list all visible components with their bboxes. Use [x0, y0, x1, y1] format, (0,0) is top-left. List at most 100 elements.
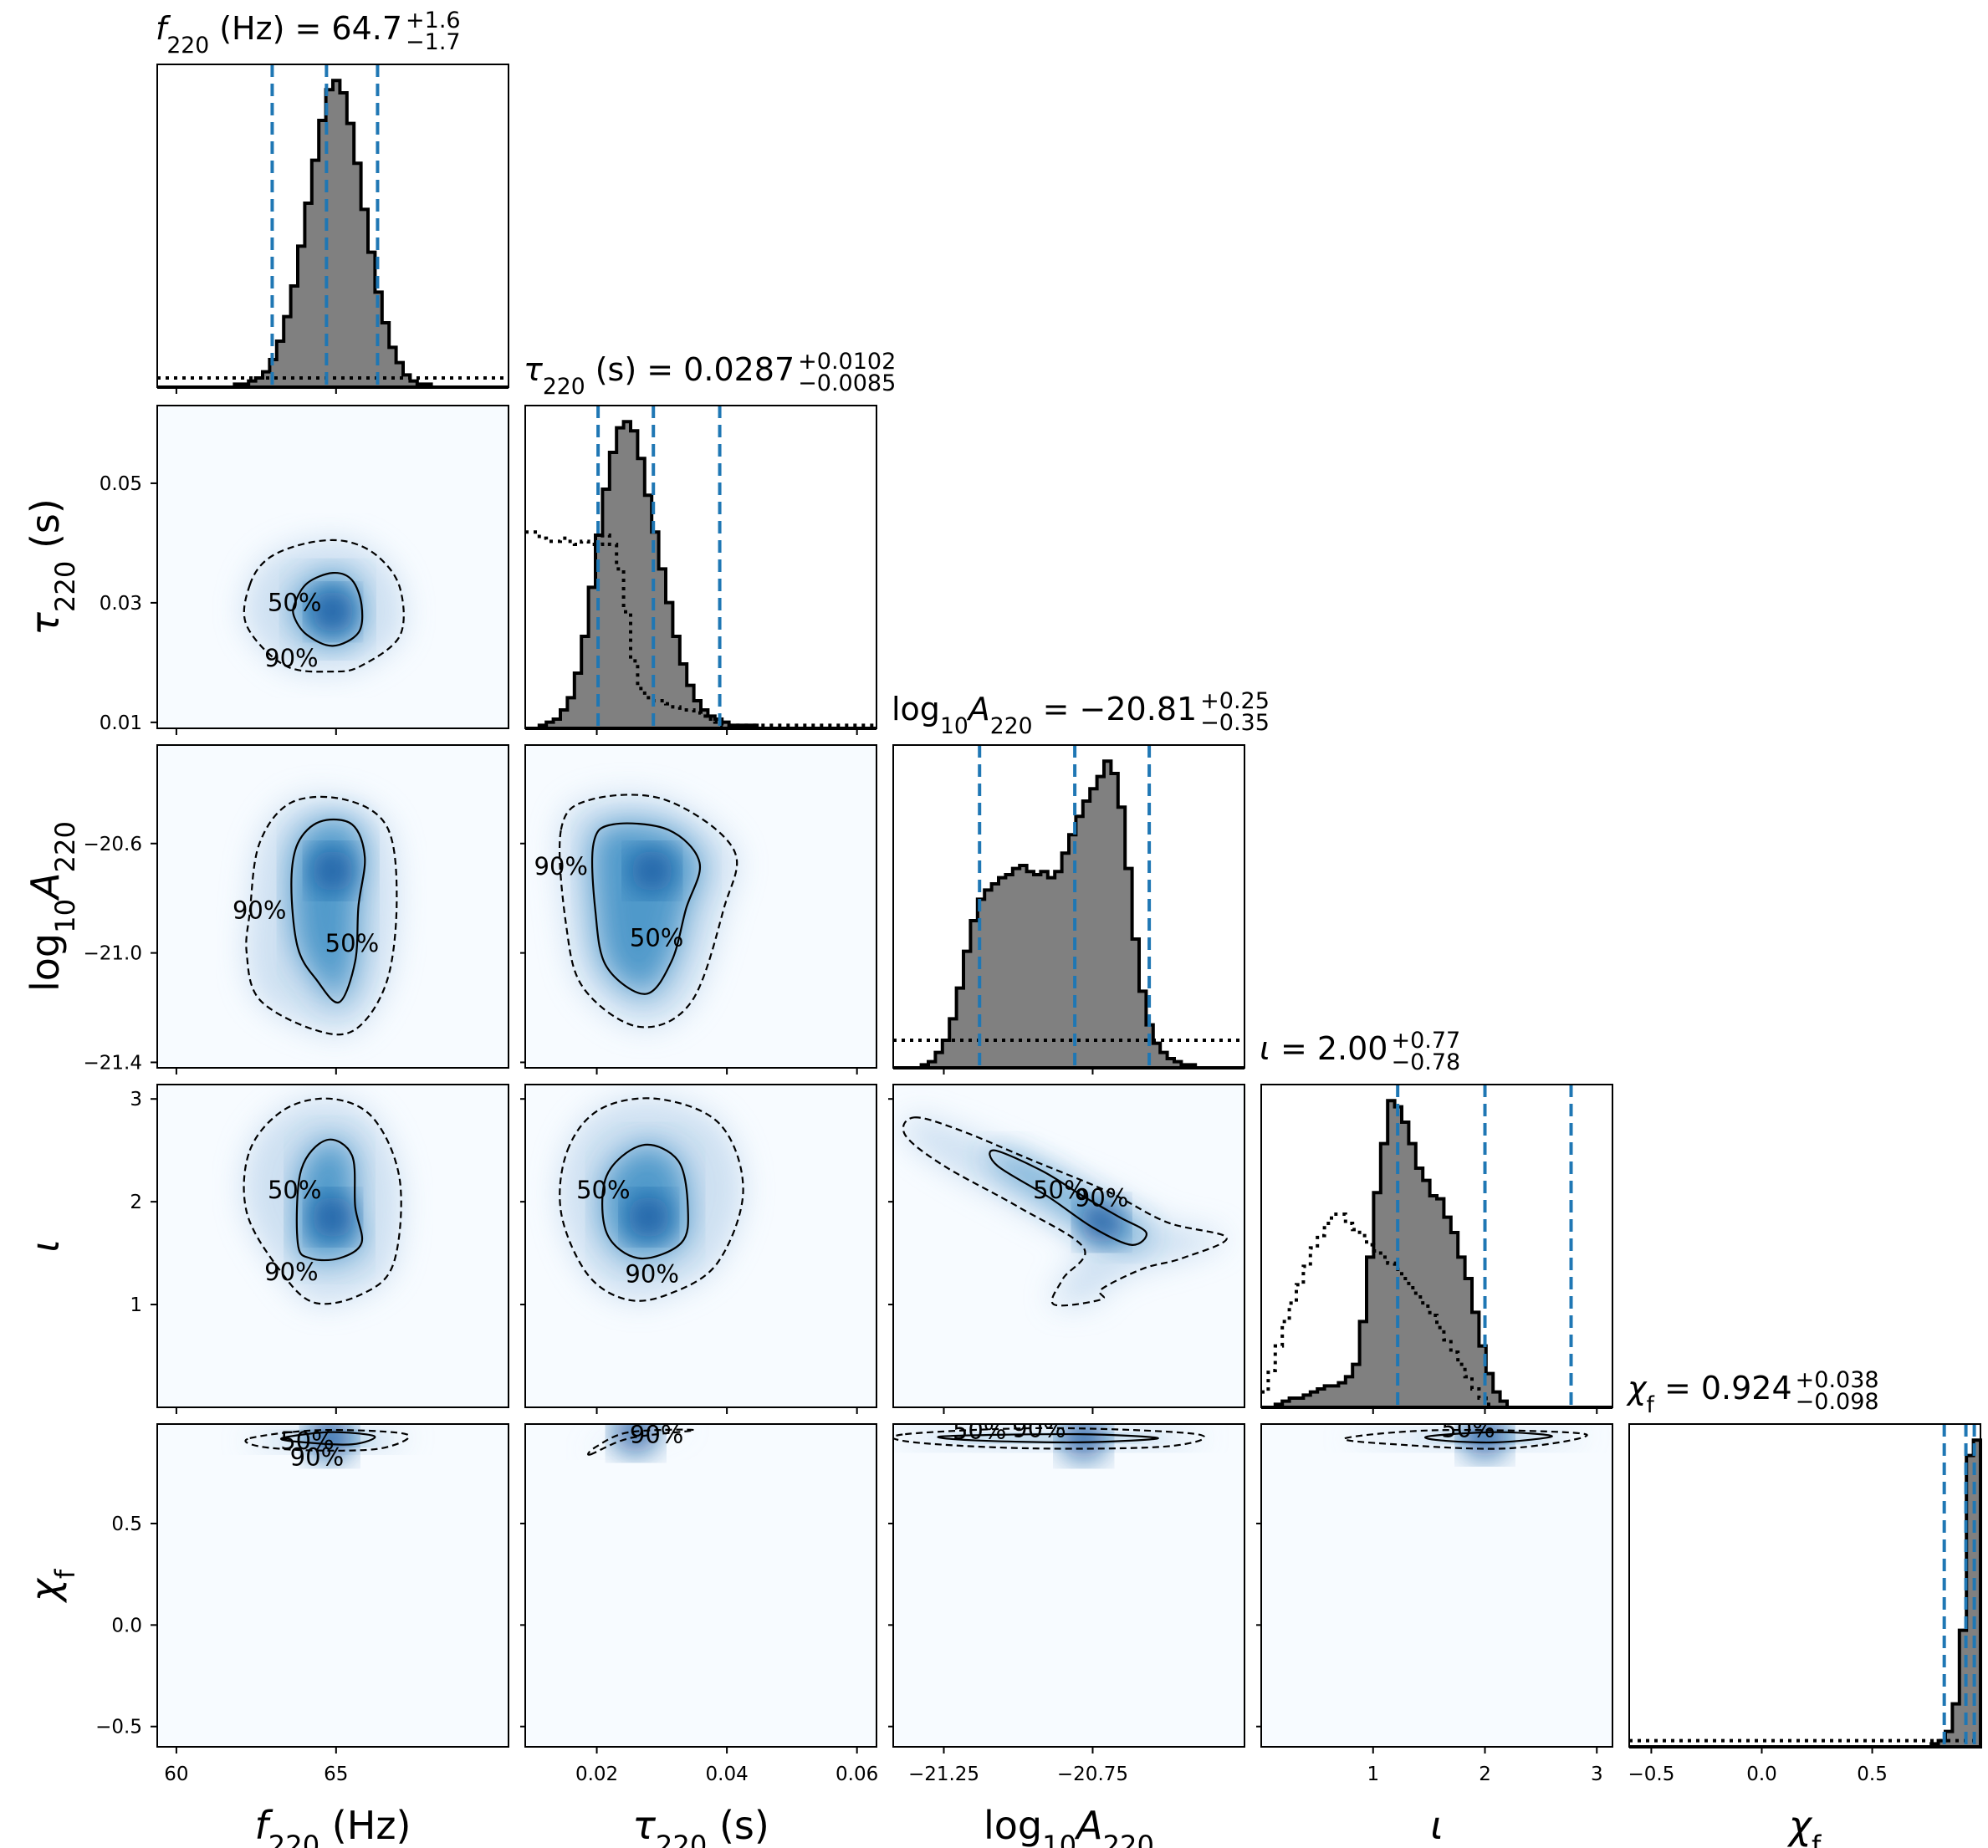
label-part: log — [23, 933, 68, 992]
label-subscript: 10 — [49, 899, 81, 933]
density-background — [893, 1424, 1244, 1747]
x-tick-label: −20.75 — [1057, 1764, 1128, 1785]
density-peak — [1080, 1200, 1124, 1244]
prior-histogram — [525, 530, 876, 727]
density-panel-f220-chif: 50%90% — [156, 1423, 509, 1748]
title-minus-error: −0.78 — [1391, 1049, 1460, 1075]
label-part: (s) — [707, 1803, 769, 1848]
y-tick-label: 0.03 — [100, 593, 142, 615]
panel-title: log10A220 = −20.81 — [892, 691, 1197, 739]
label-subscript: 220 — [49, 561, 81, 612]
contour-label-50: 50% — [1441, 1414, 1495, 1442]
contour-90 — [243, 1097, 402, 1305]
axes-frame — [1260, 1423, 1613, 1748]
title-minus-error: −1.7 — [406, 29, 461, 55]
title-subscript: 220 — [166, 33, 209, 59]
contour-label-50: 50% — [630, 923, 683, 952]
title-plus-error: +0.038 — [1796, 1367, 1879, 1393]
x-tick-label: 65 — [324, 1764, 348, 1785]
posterior-histogram — [893, 759, 1244, 1069]
y-tick-label: −20.6 — [84, 834, 142, 855]
axes-frame — [892, 744, 1245, 1069]
title-minus-error: −0.35 — [1200, 710, 1270, 736]
panel-title: χf = 0.924 — [1626, 1370, 1792, 1418]
title-minus-error: −0.0085 — [798, 370, 896, 396]
posterior-histogram — [1261, 1099, 1612, 1409]
contour-label-50: 50% — [268, 1176, 321, 1204]
label-subscript: 220 — [268, 1830, 319, 1848]
label-part: ι — [1430, 1803, 1444, 1848]
axes-frame — [156, 64, 509, 388]
posterior-histogram — [1629, 1438, 1982, 1748]
title-subscript: 220 — [990, 713, 1033, 739]
label-subscript: 10 — [1042, 1830, 1076, 1848]
x-tick-label: 2 — [1479, 1764, 1491, 1785]
axes-frame — [1628, 1423, 1981, 1748]
label-part: log — [984, 1803, 1042, 1848]
contour-50 — [292, 571, 364, 647]
y-axis-label-chif: χf — [23, 1569, 81, 1604]
y-axis-label-log10A220: log10A220 — [23, 821, 81, 992]
hist-panel-f220: f220 (Hz) = 64.7 +1.6−1.7 — [156, 8, 509, 389]
density-peak — [630, 849, 674, 893]
hist-panel-tau220: τ220 (s) = 0.0287 +0.0102−0.0085 — [524, 349, 896, 730]
density-layer: 50%90% — [233, 795, 398, 1036]
axes-frame — [156, 744, 509, 1069]
density-panel-f220-log10A220: 50% 90% — [156, 744, 509, 1069]
contour-50 — [279, 1431, 376, 1446]
axes-frame — [524, 405, 877, 729]
density-panel-log10A220-iota: 50%90% — [892, 1084, 1245, 1408]
title-part: τ — [524, 351, 544, 388]
title-part: χ — [1626, 1370, 1648, 1406]
density-panel-f220-tau220: 50% 90% — [156, 405, 509, 729]
axes-frame — [156, 1423, 509, 1748]
label-part: (Hz) — [319, 1803, 411, 1848]
title-plus-error: +0.25 — [1200, 688, 1270, 714]
contour-label-90: 90% — [233, 896, 286, 925]
x-tick-label: −21.25 — [908, 1764, 979, 1785]
x-tick-label: 1 — [1367, 1764, 1379, 1785]
contour-90 — [559, 1097, 744, 1302]
label-part: χ — [23, 1577, 68, 1604]
hist-panel-chif: χf = 0.924 +0.038−0.098 — [1626, 1367, 1982, 1748]
x-axis-label-chif: χf — [1786, 1803, 1822, 1848]
density-background — [1261, 1424, 1612, 1747]
contour-label-50: 50% — [268, 588, 321, 616]
density-layer: 90% — [587, 1424, 696, 1456]
contour-label-50: 50% — [280, 1427, 334, 1455]
y-tick-label: 0.5 — [111, 1514, 142, 1535]
density-outer — [902, 1117, 1227, 1306]
density-panel-tau220-log10A220: 50% 90% — [524, 744, 877, 1069]
y-tick-label: 0.05 — [100, 473, 142, 495]
density-layer: 50%90% — [893, 1417, 1206, 1460]
label-subscript: f — [1812, 1830, 1822, 1848]
title-subscript: f — [1647, 1392, 1655, 1418]
panel-title: ι = 2.00 — [1260, 1030, 1388, 1067]
x-tick-label: −0.5 — [1628, 1764, 1674, 1785]
panel-title: f220 (Hz) = 64.7 — [156, 10, 402, 59]
contour-50 — [601, 1143, 689, 1260]
contour-50 — [591, 822, 702, 995]
title-median: = 0.0287 — [636, 351, 795, 388]
title-part: (Hz) — [209, 10, 284, 47]
density-layer: 50%90% — [243, 539, 405, 673]
density-layer: 50%90% — [534, 794, 738, 1029]
density-peak — [614, 1424, 658, 1454]
axes-frame — [524, 1423, 877, 1748]
title-median: = 64.7 — [284, 10, 402, 47]
density-peak — [311, 590, 355, 634]
contour-label-50: 50% — [953, 1417, 1006, 1445]
density-layer: 50% — [1342, 1414, 1588, 1458]
contour-label-90: 90% — [264, 1258, 318, 1286]
y-axis-label-tau220: τ220 (s) — [23, 498, 81, 636]
label-part: A — [23, 872, 68, 901]
label-part: χ — [1786, 1803, 1813, 1848]
label-part: τ — [23, 612, 68, 636]
density-panel-tau220-chif: 90% — [524, 1423, 877, 1748]
title-subscript: 10 — [940, 713, 968, 739]
label-part: ι — [23, 1239, 68, 1253]
x-tick-label: 0.0 — [1746, 1764, 1777, 1785]
contour-90 — [893, 1427, 1206, 1450]
label-subscript: 220 — [656, 1830, 707, 1848]
y-tick-label: −0.5 — [95, 1717, 142, 1738]
